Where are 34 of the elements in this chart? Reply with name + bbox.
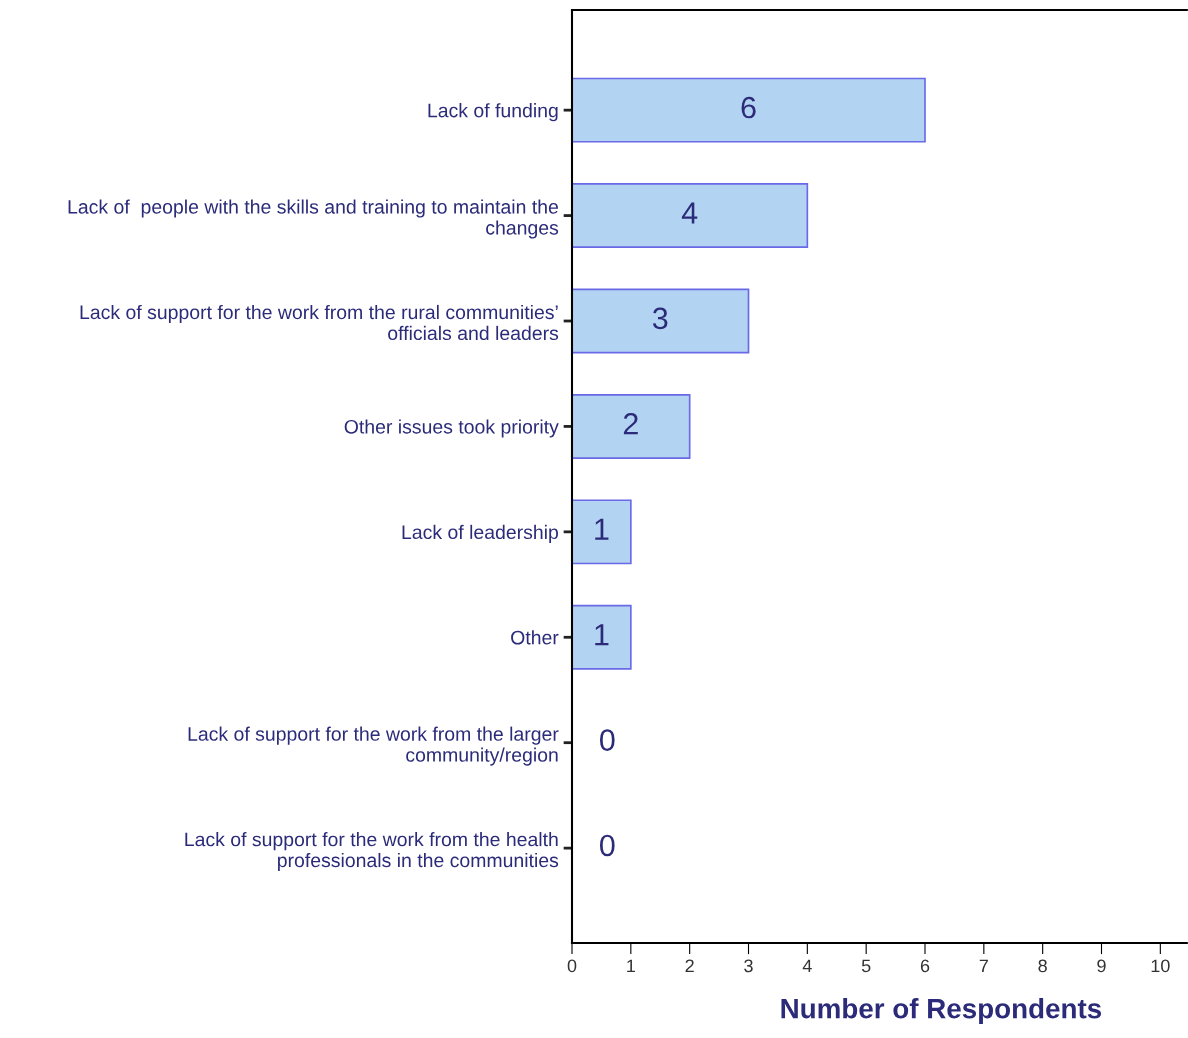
x-axis-title: Number of Respondents xyxy=(781,998,1102,1024)
x-tick-label: 10 xyxy=(1151,959,1170,973)
bar xyxy=(572,183,809,249)
data-label: 1 xyxy=(595,624,609,646)
bar xyxy=(572,604,632,670)
data-label: 0 xyxy=(600,834,615,857)
x-tick-label: 0 xyxy=(567,959,577,973)
data-label: 0 xyxy=(600,729,615,751)
x-tick-label: 5 xyxy=(861,959,871,973)
bar xyxy=(572,499,632,565)
x-tick-label: 8 xyxy=(1038,959,1047,973)
bar xyxy=(572,77,926,143)
y-tick-label: Lack of support for the work from the rural communities’ officials and leaders xyxy=(80,304,559,341)
bar xyxy=(572,393,691,459)
y-tick-label: Lack of funding xyxy=(428,103,558,122)
x-tick-label: 4 xyxy=(802,959,812,973)
y-tick-label: Lack of people with the skills and training to maintain the changes xyxy=(68,199,559,239)
x-tick-label: 1 xyxy=(627,959,635,973)
x-tick-label: 6 xyxy=(920,959,930,973)
data-label: 3 xyxy=(652,307,668,330)
y-tick-label: Lack of leadership xyxy=(402,524,558,543)
y-tick-label: Lack of support for the work from the larger community/region xyxy=(188,726,559,766)
x-tick-label: 7 xyxy=(979,959,988,973)
y-tick-label: Other xyxy=(511,630,559,645)
y-tick-label: Other issues took priority xyxy=(344,419,559,438)
data-label: 2 xyxy=(623,412,638,435)
x-tick-label: 2 xyxy=(685,959,694,973)
x-tick-label: 3 xyxy=(744,959,753,973)
data-label: 4 xyxy=(681,202,698,224)
x-tick-label: 9 xyxy=(1097,959,1106,973)
data-label: 6 xyxy=(741,96,756,119)
data-label: 1 xyxy=(595,518,609,540)
y-tick-label: Lack of support for the work from the health professionals in the communities xyxy=(185,832,559,872)
bar xyxy=(572,288,750,354)
